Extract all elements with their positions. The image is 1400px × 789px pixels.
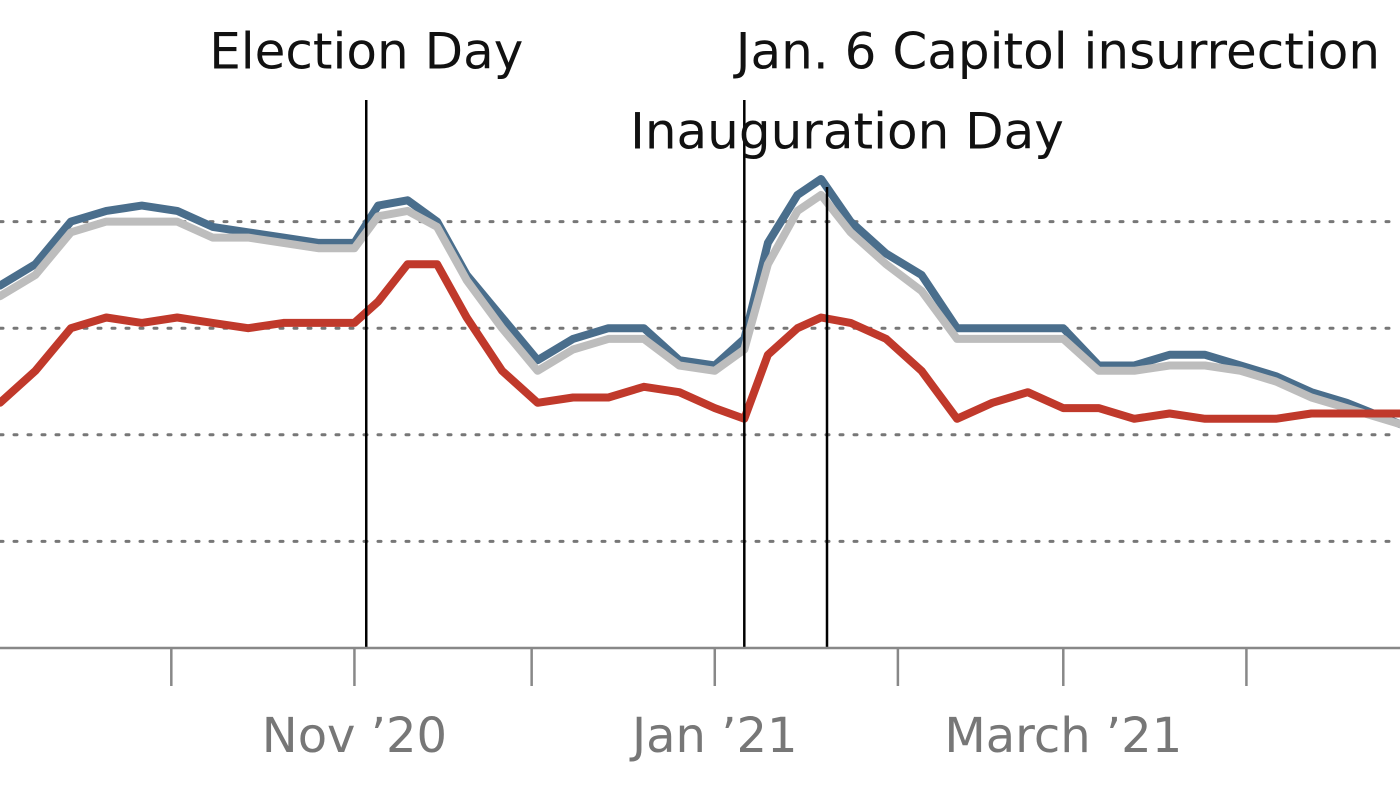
x-tick-label-3: Jan ’21 <box>629 708 798 764</box>
x-axis: Nov ’20 Jan ’21 March ’21 <box>0 646 1400 764</box>
series-lines <box>0 175 1400 429</box>
series-line-2 <box>0 260 1400 423</box>
event-label-2: Inauguration Day <box>630 103 1064 161</box>
x-tick-label-1: Nov ’20 <box>262 708 447 764</box>
series-line-1 <box>0 190 1400 429</box>
event-label-1: Jan. 6 Capitol insurrection <box>733 23 1380 81</box>
event-label-0: Election Day <box>209 23 523 81</box>
series-line-0 <box>0 175 1400 429</box>
x-tick-label-5: March ’21 <box>944 708 1182 764</box>
event-annotations: Election Day Jan. 6 Capitol insurrection I… <box>209 23 1380 648</box>
gridlines <box>0 220 1400 543</box>
